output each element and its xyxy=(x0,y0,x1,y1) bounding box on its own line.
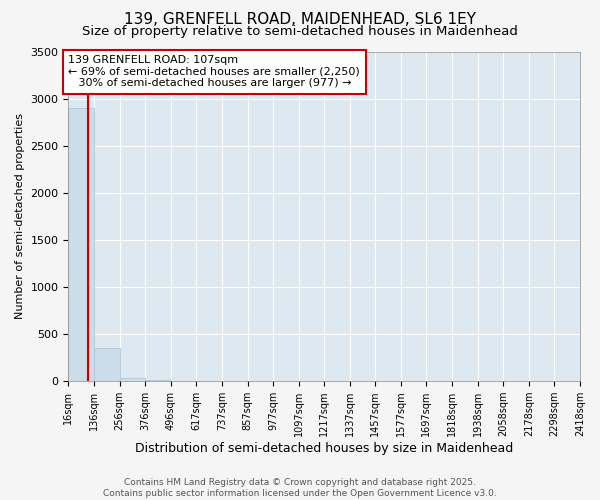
Text: 139 GRENFELL ROAD: 107sqm
← 69% of semi-detached houses are smaller (2,250)
   3: 139 GRENFELL ROAD: 107sqm ← 69% of semi-… xyxy=(68,56,360,88)
Bar xyxy=(145,380,170,381)
Text: 139, GRENFELL ROAD, MAIDENHEAD, SL6 1EY: 139, GRENFELL ROAD, MAIDENHEAD, SL6 1EY xyxy=(124,12,476,28)
Bar xyxy=(94,348,119,381)
Bar xyxy=(119,378,145,381)
Y-axis label: Number of semi-detached properties: Number of semi-detached properties xyxy=(15,114,25,320)
X-axis label: Distribution of semi-detached houses by size in Maidenhead: Distribution of semi-detached houses by … xyxy=(135,442,514,455)
Bar xyxy=(68,108,94,381)
Text: Contains HM Land Registry data © Crown copyright and database right 2025.
Contai: Contains HM Land Registry data © Crown c… xyxy=(103,478,497,498)
Text: Size of property relative to semi-detached houses in Maidenhead: Size of property relative to semi-detach… xyxy=(82,25,518,38)
